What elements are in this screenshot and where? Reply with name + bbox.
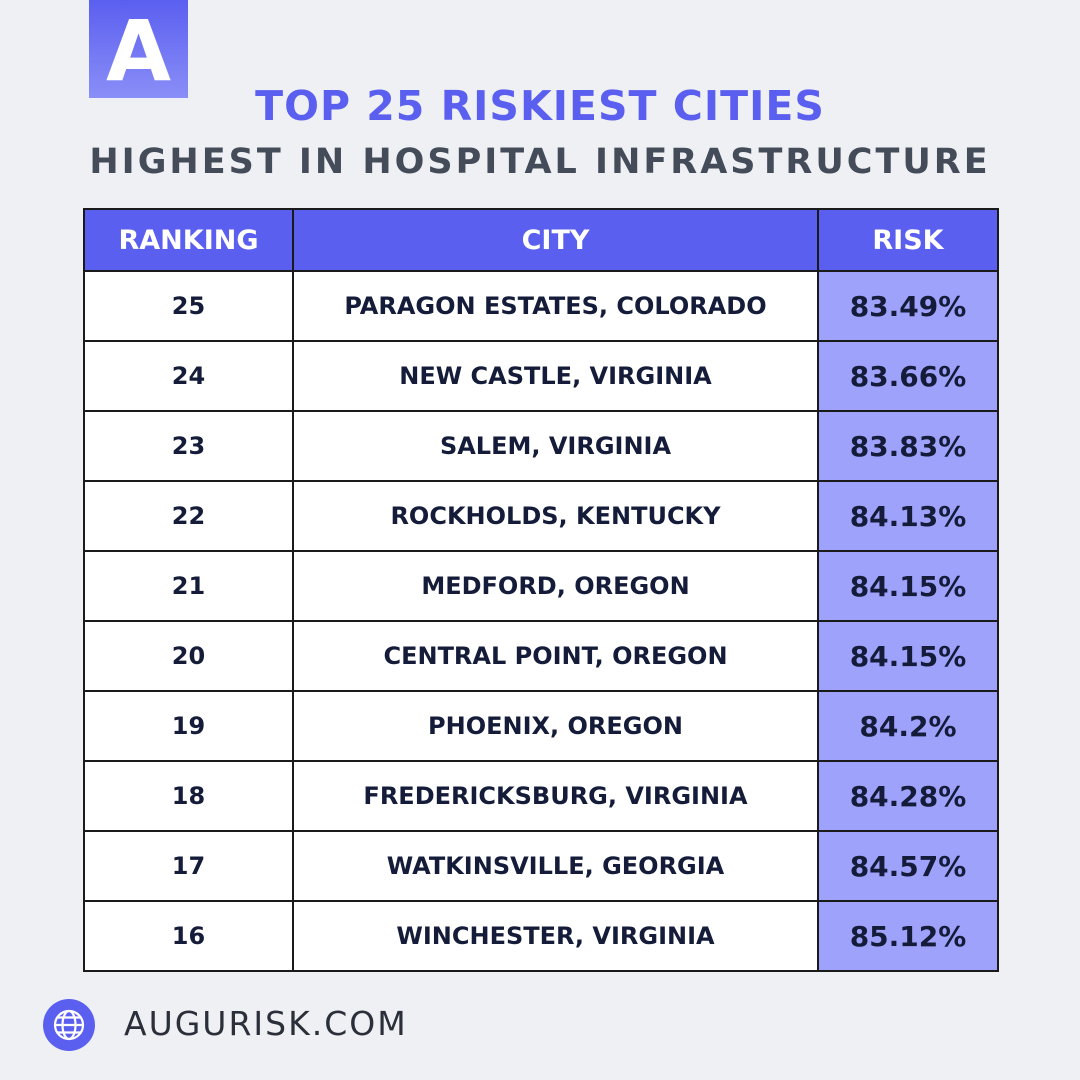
globe-icon [43,999,95,1051]
column-header-ranking: RANKING [83,208,294,272]
city-cell: WINCHESTER, VIRGINIA [292,900,819,972]
city-cell: ROCKHOLDS, KENTUCKY [292,480,819,552]
website-link[interactable]: AUGURISK.COM [124,1004,408,1043]
brand-logo: A [89,0,188,98]
risk-table: RANKING CITY RISK 25 PARAGON ESTATES, CO… [83,208,999,972]
table-row: 21 MEDFORD, OREGON 84.15% [83,550,999,622]
rank-cell: 21 [83,550,294,622]
risk-cell: 84.15% [817,550,999,622]
column-header-risk: RISK [817,208,999,272]
risk-cell: 83.83% [817,410,999,482]
table-row: 25 PARAGON ESTATES, COLORADO 83.49% [83,270,999,342]
table-row: 16 WINCHESTER, VIRGINIA 85.12% [83,900,999,972]
risk-cell: 84.28% [817,760,999,832]
risk-cell: 84.15% [817,620,999,692]
table-row: 17 WATKINSVILLE, GEORGIA 84.57% [83,830,999,902]
table-row: 18 FREDERICKSBURG, VIRGINIA 84.28% [83,760,999,832]
rank-cell: 20 [83,620,294,692]
city-cell: SALEM, VIRGINIA [292,410,819,482]
table-row: 20 CENTRAL POINT, OREGON 84.15% [83,620,999,692]
table-header-row: RANKING CITY RISK [83,208,999,272]
rank-cell: 18 [83,760,294,832]
table-row: 23 SALEM, VIRGINIA 83.83% [83,410,999,482]
rank-cell: 17 [83,830,294,902]
column-header-city: CITY [292,208,819,272]
risk-cell: 83.66% [817,340,999,412]
page-subtitle: HIGHEST IN HOSPITAL INFRASTRUCTURE [89,142,991,182]
rank-cell: 16 [83,900,294,972]
risk-cell: 85.12% [817,900,999,972]
city-cell: PARAGON ESTATES, COLORADO [292,270,819,342]
page-title: TOP 25 RISKIEST CITIES [255,82,825,130]
table-row: 19 PHOENIX, OREGON 84.2% [83,690,999,762]
city-cell: NEW CASTLE, VIRGINIA [292,340,819,412]
rank-cell: 23 [83,410,294,482]
risk-cell: 84.2% [817,690,999,762]
risk-cell: 84.13% [817,480,999,552]
city-cell: PHOENIX, OREGON [292,690,819,762]
rank-cell: 25 [83,270,294,342]
city-cell: CENTRAL POINT, OREGON [292,620,819,692]
logo-letter: A [105,2,171,100]
city-cell: WATKINSVILLE, GEORGIA [292,830,819,902]
risk-cell: 84.57% [817,830,999,902]
rank-cell: 24 [83,340,294,412]
rank-cell: 19 [83,690,294,762]
risk-cell: 83.49% [817,270,999,342]
table-row: 24 NEW CASTLE, VIRGINIA 83.66% [83,340,999,412]
table-row: 22 ROCKHOLDS, KENTUCKY 84.13% [83,480,999,552]
rank-cell: 22 [83,480,294,552]
city-cell: MEDFORD, OREGON [292,550,819,622]
city-cell: FREDERICKSBURG, VIRGINIA [292,760,819,832]
